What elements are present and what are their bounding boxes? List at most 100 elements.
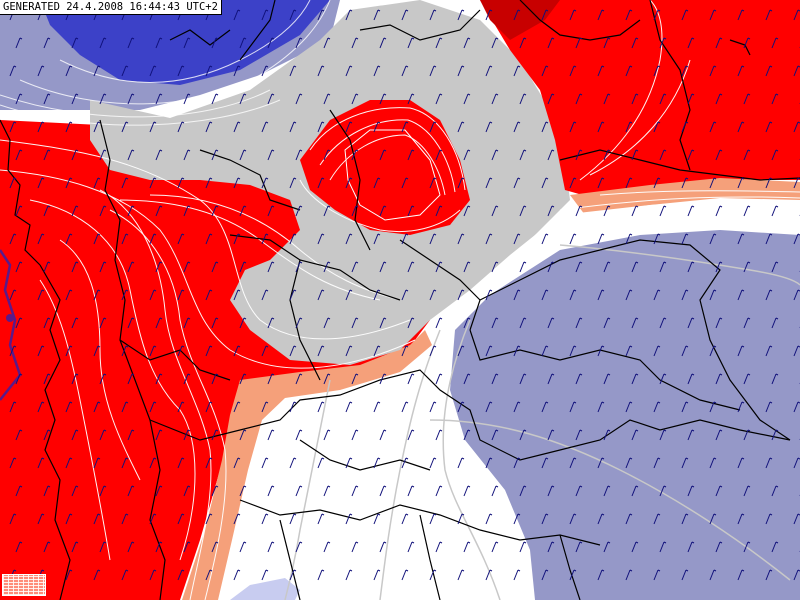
wind-barb-tick: [41, 569, 45, 572]
wind-barb: [177, 345, 183, 357]
wind-barb-tick: [131, 149, 135, 152]
wind-barb-tick: [523, 93, 527, 96]
wind-barb: [9, 401, 15, 413]
wind-barb: [603, 373, 609, 385]
wind-barb: [541, 289, 547, 301]
wind-barb: [317, 457, 323, 469]
wind-barb-tick: [573, 289, 577, 292]
wind-barb-tick: [545, 65, 549, 68]
wind-barb-tick: [243, 93, 247, 96]
wind-barb-tick: [433, 457, 437, 460]
wind-barb: [541, 65, 547, 77]
wind-barb-tick: [411, 373, 415, 376]
wind-barb-tick: [495, 37, 499, 40]
wind-barb: [267, 149, 273, 161]
wind-barb: [743, 541, 749, 553]
wind-barb: [485, 177, 491, 189]
wind-barb-tick: [41, 401, 45, 404]
wind-barb-tick: [629, 9, 633, 12]
wind-barb: [345, 345, 351, 357]
wind-barb-tick: [299, 93, 303, 96]
wind-barb-tick: [411, 37, 415, 40]
wind-barb: [771, 37, 777, 49]
wind-barb-tick: [187, 37, 191, 40]
wind-barb: [457, 569, 463, 581]
wind-barb-tick: [271, 149, 275, 152]
wind-barb-tick: [293, 513, 297, 516]
wind-barb: [205, 457, 211, 469]
wind-barb: [513, 569, 519, 581]
wind-barb: [379, 149, 385, 161]
wind-barb-tick: [125, 177, 129, 180]
wind-barb: [519, 373, 525, 385]
wind-barb: [541, 121, 547, 133]
wind-barb-tick: [719, 317, 723, 320]
wind-barb: [43, 93, 49, 105]
wind-barb: [401, 289, 407, 301]
wind-barb-tick: [495, 93, 499, 96]
wind-barb: [541, 345, 547, 357]
wind-barb-tick: [405, 401, 409, 404]
wind-barb-tick: [405, 177, 409, 180]
wind-barb: [737, 569, 743, 581]
wind-barb-tick: [13, 289, 17, 292]
wind-barb-tick: [209, 177, 213, 180]
wind-barb: [233, 121, 239, 133]
wind-barb-tick: [187, 485, 191, 488]
wind-barb: [625, 177, 631, 189]
wind-barb: [121, 345, 127, 357]
wind-barb: [127, 149, 133, 161]
wind-barb-tick: [635, 37, 639, 40]
wind-barb-tick: [159, 93, 163, 96]
wind-barb-tick: [663, 541, 667, 544]
wind-barb: [659, 205, 665, 217]
wind-barb: [491, 261, 497, 273]
wind-barb-tick: [237, 513, 241, 516]
wind-barb: [401, 177, 407, 189]
wind-barb-tick: [629, 233, 633, 236]
wind-barb: [127, 205, 133, 217]
wind-barb: [597, 569, 603, 581]
wind-barb: [435, 149, 441, 161]
wind-barb: [37, 457, 43, 469]
wind-barb-tick: [209, 401, 213, 404]
wind-barb-tick: [19, 541, 23, 544]
wind-barb: [793, 289, 799, 301]
wind-barb: [519, 149, 525, 161]
wind-barb: [743, 373, 749, 385]
wind-barb: [351, 541, 357, 553]
wind-barb: [43, 37, 49, 49]
wind-barb-tick: [377, 177, 381, 180]
wind-barb: [737, 65, 743, 77]
wind-barb-tick: [181, 289, 185, 292]
wind-barb: [183, 541, 189, 553]
wind-barb-tick: [551, 485, 555, 488]
wind-barb: [37, 177, 43, 189]
wind-barb-tick: [13, 345, 17, 348]
wind-barb-tick: [271, 541, 275, 544]
wind-barb: [659, 485, 665, 497]
wind-barb: [261, 233, 267, 245]
wind-barb: [323, 93, 329, 105]
wind-barb: [177, 401, 183, 413]
wind-barb: [407, 261, 413, 273]
wind-barb-tick: [719, 149, 723, 152]
wind-barb: [575, 205, 581, 217]
wind-barb-tick: [691, 317, 695, 320]
wind-barb-tick: [271, 429, 275, 432]
wind-barb-tick: [691, 429, 695, 432]
wind-barb: [155, 37, 161, 49]
wind-barb-tick: [293, 401, 297, 404]
wind-barb-tick: [97, 569, 101, 572]
wind-barb: [631, 149, 637, 161]
wind-barb: [631, 429, 637, 441]
wind-barb-tick: [209, 65, 213, 68]
wind-barb-tick: [769, 9, 773, 12]
wind-barb-tick: [439, 205, 443, 208]
wind-barb-tick: [685, 65, 689, 68]
wind-barb: [177, 177, 183, 189]
wind-barb-tick: [75, 205, 79, 208]
wind-barb-tick: [41, 65, 45, 68]
wind-barb: [149, 569, 155, 581]
